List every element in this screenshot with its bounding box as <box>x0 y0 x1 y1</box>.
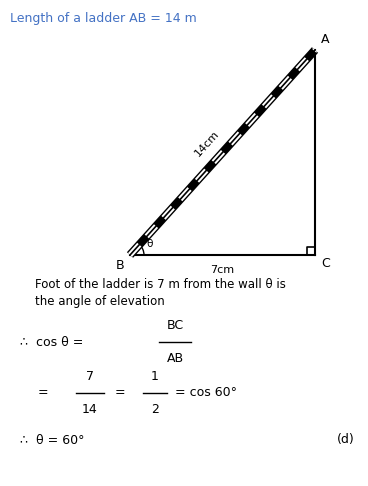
Text: 14cm: 14cm <box>193 128 221 158</box>
Text: θ: θ <box>147 239 153 249</box>
Text: Length of a ladder AB = 14 m: Length of a ladder AB = 14 m <box>10 12 197 25</box>
Text: =: = <box>38 386 49 399</box>
Text: 7: 7 <box>86 370 94 383</box>
Text: 14: 14 <box>82 403 98 416</box>
Text: 2: 2 <box>151 403 159 416</box>
Text: BC: BC <box>166 319 184 332</box>
Text: 1: 1 <box>151 370 159 383</box>
Text: the angle of elevation: the angle of elevation <box>35 295 165 308</box>
Text: (d): (d) <box>337 434 355 447</box>
Text: ∴  θ = 60°: ∴ θ = 60° <box>20 434 85 447</box>
Text: =: = <box>115 386 125 399</box>
Text: B: B <box>116 259 124 272</box>
Text: 7cm: 7cm <box>210 265 234 275</box>
Text: A: A <box>321 33 329 46</box>
Text: AB: AB <box>166 352 184 365</box>
Text: C: C <box>321 257 330 270</box>
Text: ∴  cos θ =: ∴ cos θ = <box>20 335 84 348</box>
Text: Foot of the ladder is 7 m from the wall θ is: Foot of the ladder is 7 m from the wall … <box>35 278 286 291</box>
Text: = cos 60°: = cos 60° <box>175 386 237 399</box>
